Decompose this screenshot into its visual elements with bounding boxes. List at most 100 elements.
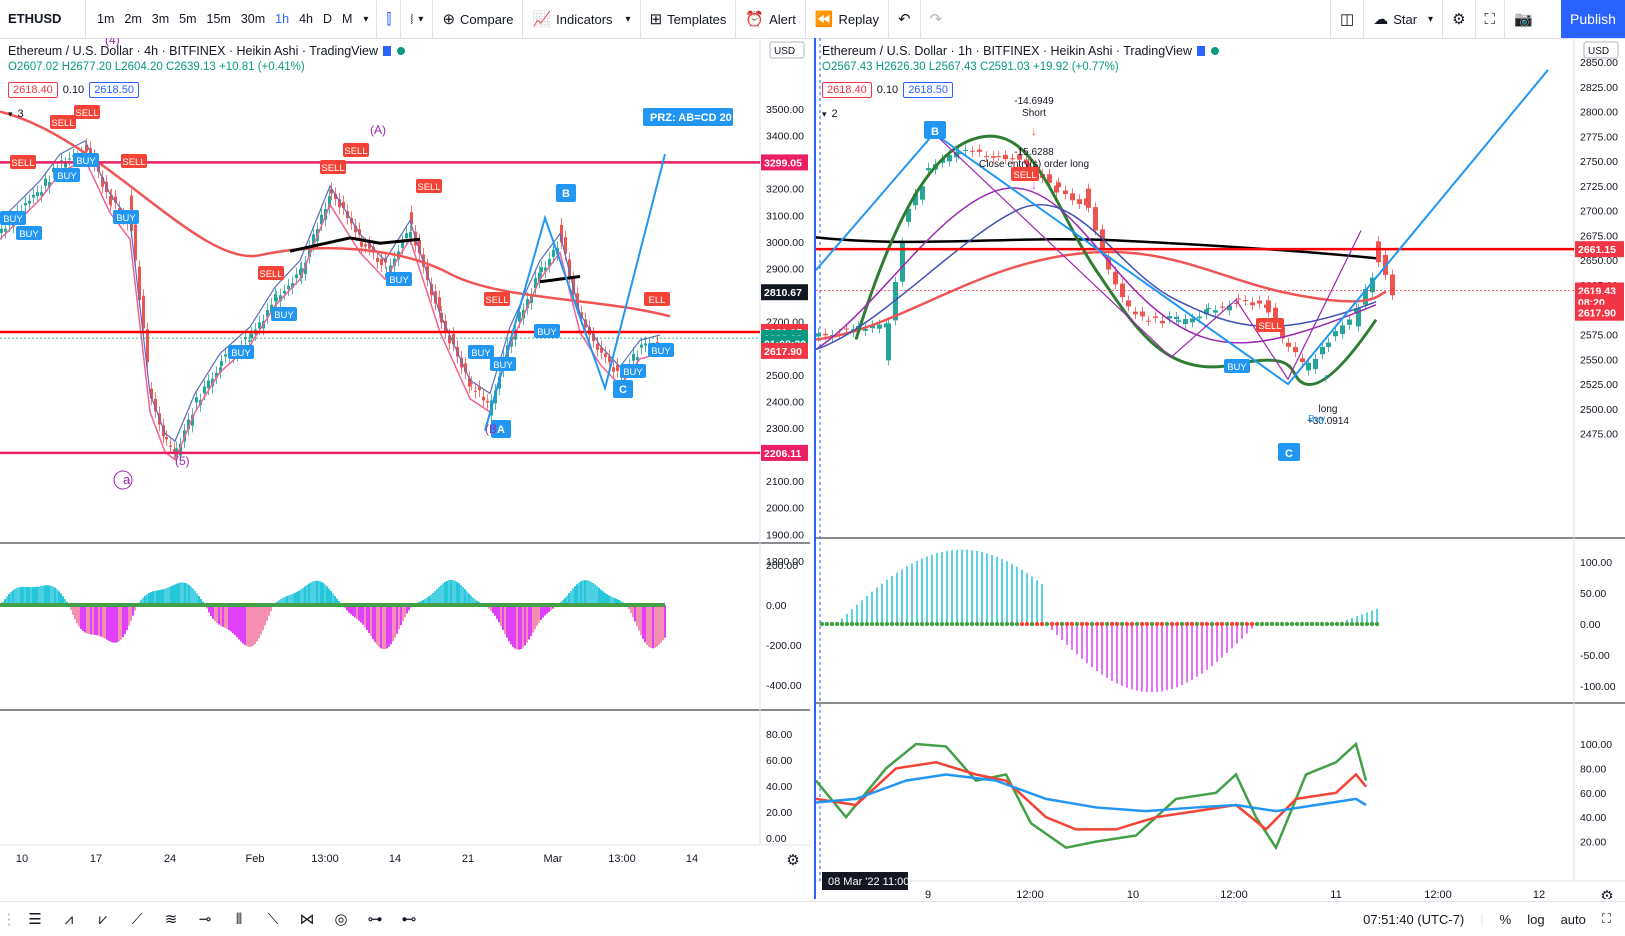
bar-style-button[interactable]: ⫿ — [376, 0, 400, 38]
chart-type-button[interactable]: ⧘▾ — [400, 0, 432, 38]
osc-dot — [1270, 622, 1274, 626]
currency-label[interactable]: USD — [774, 46, 795, 57]
osc-bar — [156, 590, 158, 605]
status-dot-icon — [1211, 47, 1219, 55]
gear-icon[interactable]: ⚙ — [1600, 888, 1613, 899]
brush-icon[interactable]: ⟍ — [256, 911, 290, 928]
osc-bar — [528, 605, 530, 640]
redo-button[interactable]: ↷ — [920, 0, 952, 38]
osc-dot — [1290, 622, 1294, 626]
replay-button[interactable]: ⏪Replay — [805, 0, 888, 38]
osc-bar — [402, 605, 404, 621]
flag-icon[interactable] — [1197, 46, 1205, 56]
timeframe-2m[interactable]: 2m — [119, 12, 146, 26]
buy-signal-label: BUY — [471, 348, 491, 359]
osc-dot — [1130, 622, 1134, 626]
timeframe-15m[interactable]: 15m — [202, 12, 236, 26]
chevron-down-icon[interactable]: ▾ — [363, 14, 376, 25]
flag-icon[interactable] — [383, 46, 391, 56]
symbol-search[interactable]: ETHUSD — [0, 0, 86, 38]
alert-button[interactable]: ⏰Alert — [735, 0, 804, 38]
log-toggle[interactable]: log — [1527, 912, 1544, 927]
price-axis-label: 2750.00 — [1580, 156, 1618, 168]
timeframe-1h[interactable]: 1h — [270, 12, 294, 26]
percent-toggle[interactable]: % — [1500, 912, 1512, 927]
zigzag-tool-icon[interactable]: ⩘ — [52, 911, 86, 928]
horizontal-ray-icon[interactable]: ⊸ — [188, 910, 222, 928]
right-chart-canvas[interactable]: 2850.002825.002800.002775.002750.002725.… — [816, 38, 1625, 899]
candle — [984, 156, 989, 157]
timeframe-d[interactable]: D — [318, 12, 337, 26]
sell-price-box[interactable]: 2618.40 — [8, 82, 58, 98]
buy-price-box[interactable]: 2618.50 — [903, 82, 953, 98]
undo-button[interactable]: ↶ — [888, 0, 920, 38]
candle — [1206, 308, 1211, 309]
osc-bar — [262, 605, 264, 630]
publish-button[interactable]: Publish — [1561, 0, 1625, 38]
osc-bar — [388, 605, 390, 647]
timeframe-1m[interactable]: 1m — [92, 12, 119, 26]
gann-icon[interactable]: ◎ — [324, 910, 358, 928]
timeframe-30m[interactable]: 30m — [236, 12, 270, 26]
gear-icon[interactable]: ⚙ — [786, 852, 799, 869]
indicators-button[interactable]: 📈Indicators▾ — [522, 0, 639, 38]
osc-bar — [194, 591, 196, 605]
osc-dot — [1310, 622, 1314, 626]
osc-bar — [258, 605, 260, 638]
menu-lines-icon[interactable]: ☰ — [18, 910, 52, 928]
timeframe-5m[interactable]: 5m — [174, 12, 201, 26]
buy-price-box[interactable]: 2618.50 — [89, 82, 139, 98]
left-chart-pane[interactable]: 3500.003400.003300.003200.003100.003000.… — [0, 38, 810, 899]
snapshot-button[interactable]: 📷 — [1504, 0, 1542, 38]
templates-button[interactable]: ⊞Templates — [640, 0, 736, 38]
layout-button[interactable]: ◫ — [1330, 0, 1363, 38]
fib-tool-icon[interactable]: ≋ — [154, 910, 188, 928]
osc-bar — [130, 605, 132, 621]
chevron-down-icon: ▾ — [8, 109, 13, 120]
timeframe-4h[interactable]: 4h — [294, 12, 318, 26]
bars-pattern-icon[interactable]: ⫴ — [222, 911, 256, 928]
expand-icon[interactable]: ⛶ — [1602, 911, 1611, 927]
buy-signal-label: BUY — [116, 213, 136, 224]
left-chart-canvas[interactable]: 3500.003400.003300.003200.003100.003000.… — [0, 38, 810, 899]
right-layers[interactable]: ▾2 — [822, 108, 838, 120]
left-layers[interactable]: ▾3 — [8, 108, 24, 120]
osc-dot — [1370, 622, 1374, 626]
candle — [1176, 320, 1181, 321]
timeframe-3m[interactable]: 3m — [147, 12, 174, 26]
auto-toggle[interactable]: auto — [1561, 912, 1586, 927]
plus-circle-icon: ⊕ — [442, 10, 455, 28]
left-title-text: Ethereum / U.S. Dollar · 4h · BITFINEX ·… — [8, 44, 378, 58]
star-label: Star — [1393, 12, 1417, 27]
candle — [844, 329, 849, 330]
xabcd-pattern-icon[interactable]: ⋈ — [290, 910, 324, 928]
osc-dot — [1170, 622, 1174, 626]
drag-handle-icon[interactable]: ⋮ — [0, 910, 18, 928]
osc-dot — [1295, 622, 1299, 626]
sell-price-box[interactable]: 2618.40 — [822, 82, 872, 98]
forecast-tool-icon[interactable]: ⊷ — [392, 910, 426, 928]
candle — [926, 168, 931, 170]
star-button[interactable]: ☁Star▾ — [1363, 0, 1442, 38]
abc-pattern-line[interactable] — [816, 70, 1548, 384]
osc-bar — [166, 588, 168, 605]
price-tag-label: 2617.90 — [1578, 308, 1616, 320]
rsi-red-line — [816, 762, 1366, 829]
candle — [295, 274, 298, 278]
fullscreen-button[interactable]: ⛶ — [1475, 0, 1505, 38]
settings-button[interactable]: ⚙ — [1442, 0, 1474, 38]
clock-readout[interactable]: 07:51:40 (UTC-7) — [1363, 912, 1464, 927]
osc-dot — [1200, 622, 1204, 626]
currency-label[interactable]: USD — [1588, 46, 1609, 57]
osc-bar — [536, 605, 538, 626]
candle — [1146, 321, 1151, 322]
osc-bar — [108, 605, 110, 641]
timeframe-m[interactable]: M — [337, 12, 357, 26]
harmonic-pattern-line[interactable] — [934, 133, 1361, 379]
trend-line-icon[interactable]: ⟋ — [120, 911, 154, 928]
candle — [360, 242, 363, 247]
position-tool-icon[interactable]: ⊶ — [358, 910, 392, 928]
elliott-wave-icon[interactable]: ⩗ — [86, 911, 120, 928]
compare-button[interactable]: ⊕Compare — [432, 0, 522, 38]
